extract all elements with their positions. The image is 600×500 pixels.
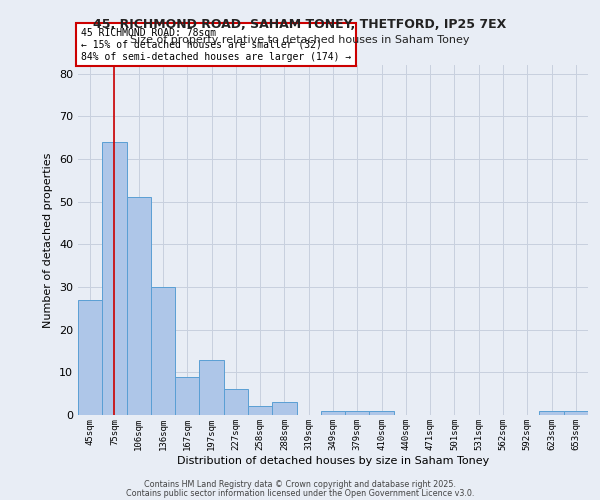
Text: 45, RICHMOND ROAD, SAHAM TONEY, THETFORD, IP25 7EX: 45, RICHMOND ROAD, SAHAM TONEY, THETFORD… — [94, 18, 506, 30]
Text: 45 RICHMOND ROAD: 78sqm
← 15% of detached houses are smaller (32)
84% of semi-de: 45 RICHMOND ROAD: 78sqm ← 15% of detache… — [80, 28, 351, 62]
Bar — [199, 360, 224, 415]
Bar — [175, 376, 199, 415]
Bar — [321, 410, 345, 415]
Text: Size of property relative to detached houses in Saham Toney: Size of property relative to detached ho… — [130, 35, 470, 45]
Bar — [102, 142, 127, 415]
Bar — [564, 410, 588, 415]
Bar — [151, 287, 175, 415]
Bar — [345, 410, 370, 415]
Bar — [127, 198, 151, 415]
Bar — [78, 300, 102, 415]
Bar — [539, 410, 564, 415]
Text: Contains HM Land Registry data © Crown copyright and database right 2025.: Contains HM Land Registry data © Crown c… — [144, 480, 456, 489]
Bar — [248, 406, 272, 415]
Text: Contains public sector information licensed under the Open Government Licence v3: Contains public sector information licen… — [126, 488, 474, 498]
Bar — [272, 402, 296, 415]
Bar — [224, 390, 248, 415]
Bar — [370, 410, 394, 415]
X-axis label: Distribution of detached houses by size in Saham Toney: Distribution of detached houses by size … — [177, 456, 489, 466]
Y-axis label: Number of detached properties: Number of detached properties — [43, 152, 53, 328]
